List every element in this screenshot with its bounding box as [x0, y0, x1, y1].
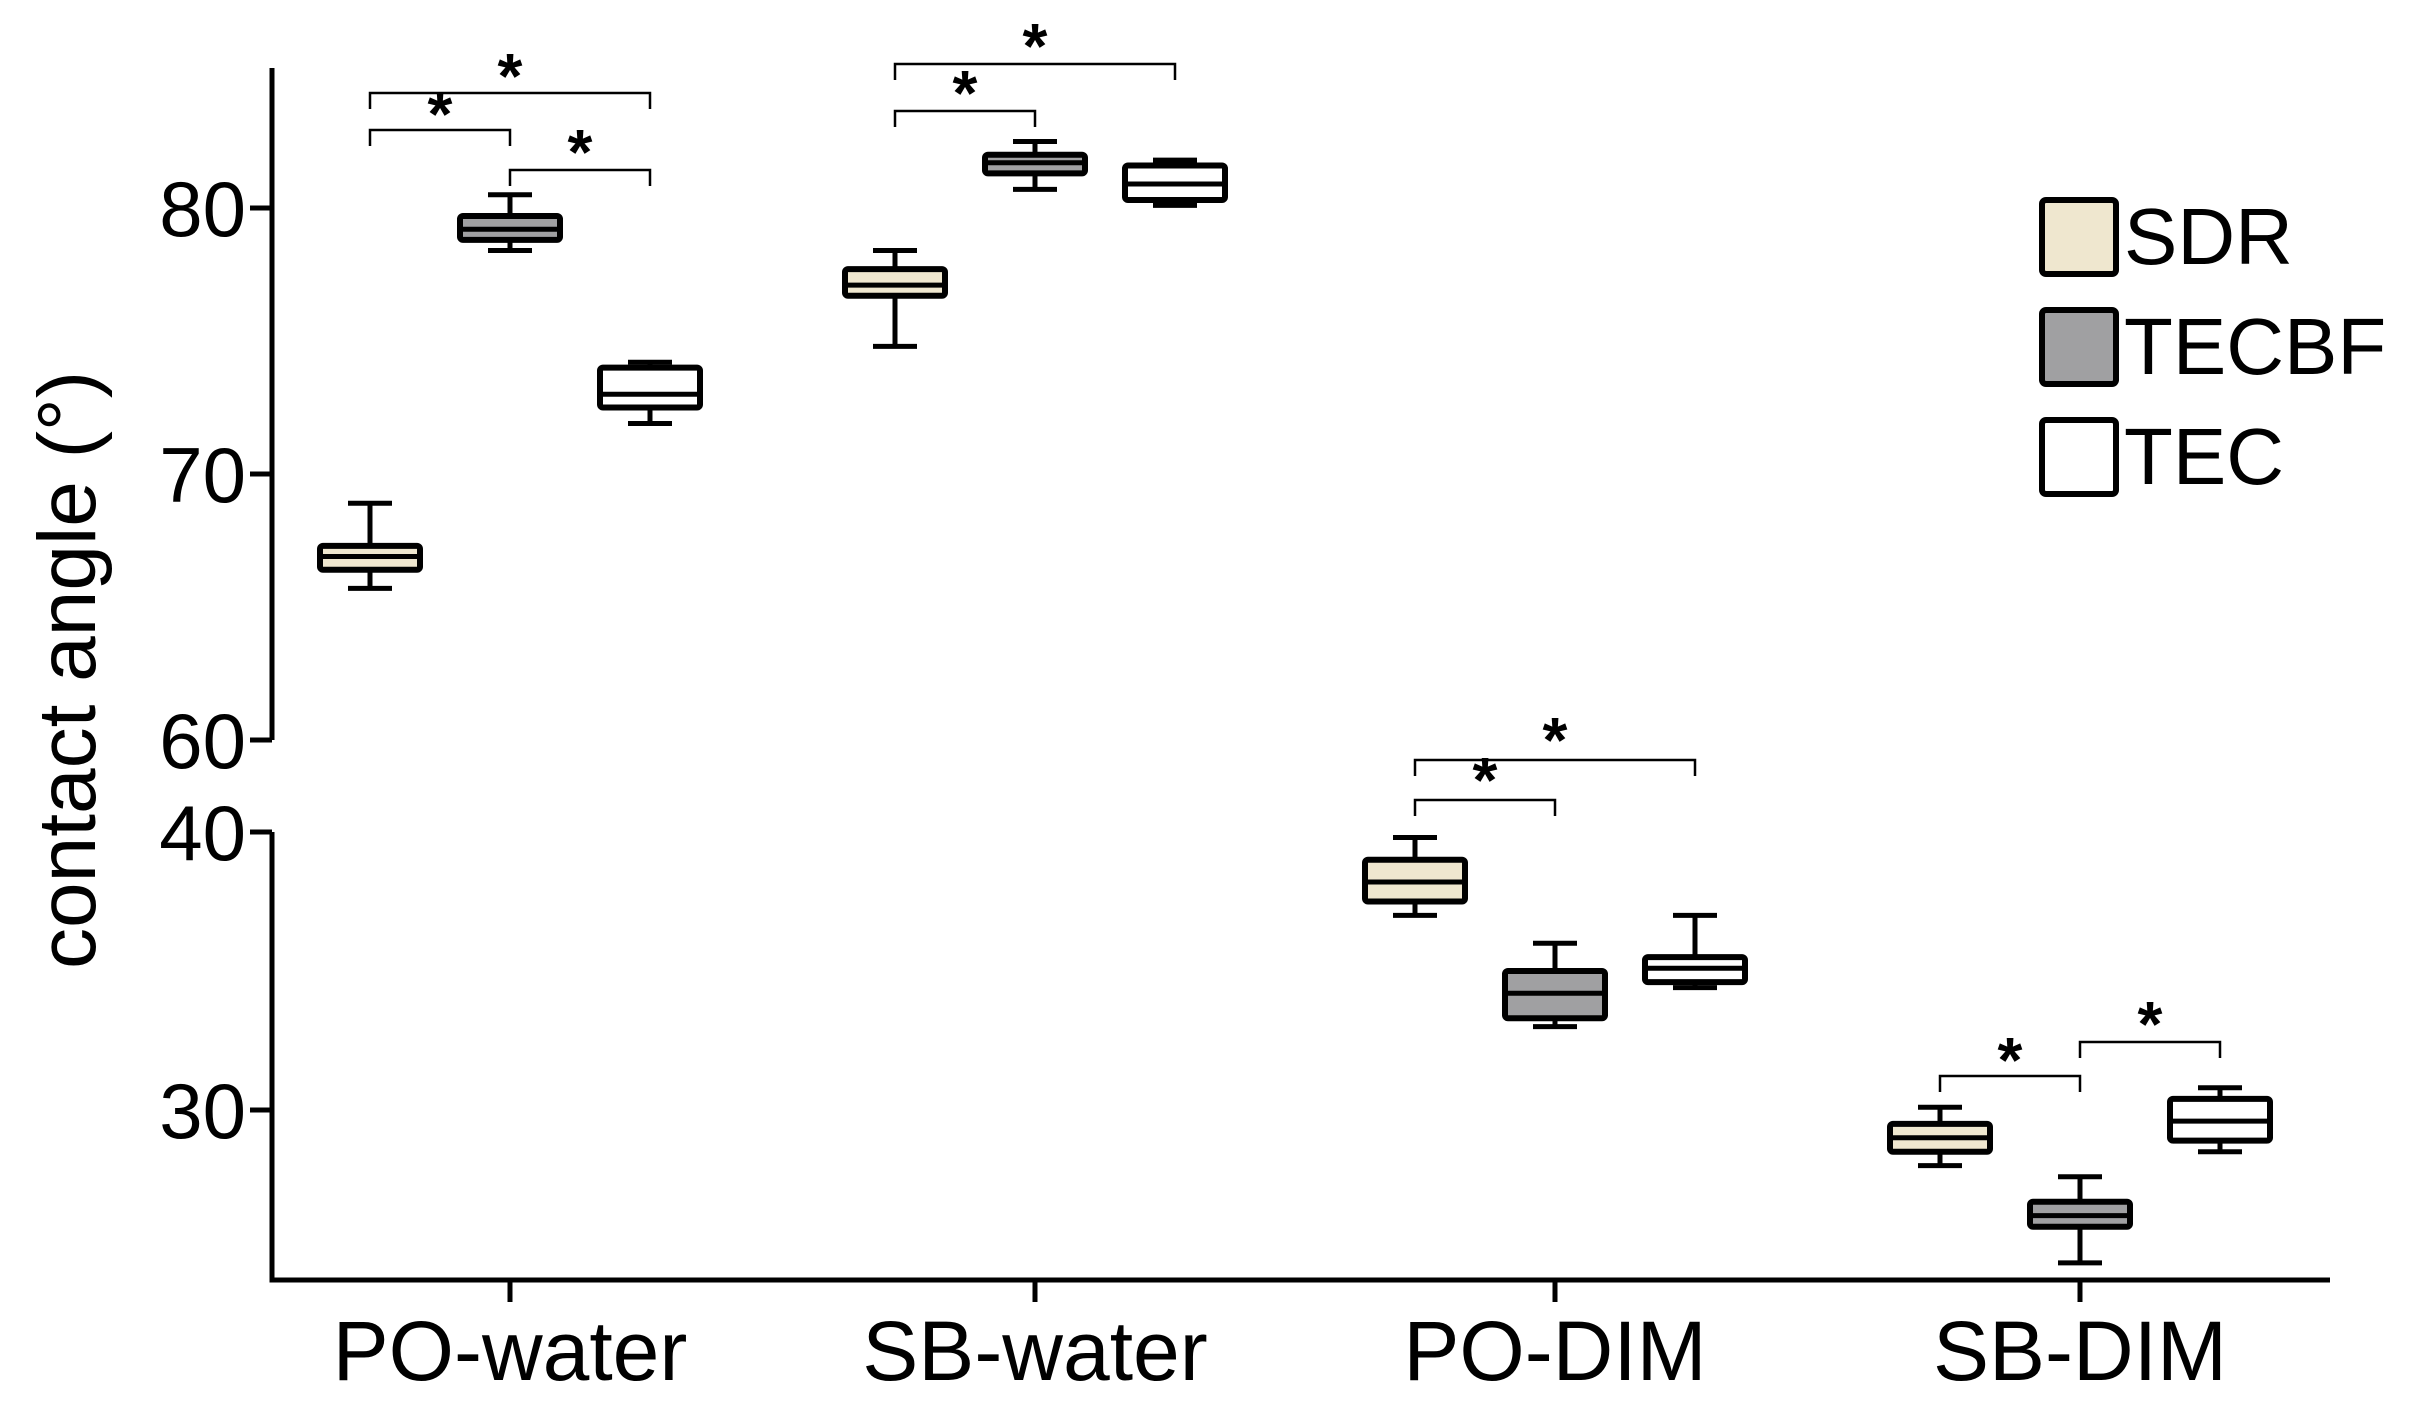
box-series [317, 139, 2273, 1266]
box-tecbf-sb-water [982, 139, 1088, 192]
x-tick-label: SB-water [862, 1304, 1207, 1398]
box-body [842, 266, 948, 299]
y-tick-label: 60 [159, 697, 246, 785]
box-tecbf-po-water [457, 192, 563, 254]
bracket-line [1413, 798, 1557, 816]
box-tecbf-sb-dim [2027, 1174, 2133, 1266]
legend-item-tecbf: TECBF [2039, 302, 2386, 391]
x-tick-label: PO-DIM [1403, 1304, 1706, 1398]
box-tec-po-dim [1642, 912, 1748, 991]
legend-label: TECBF [2124, 302, 2386, 391]
box-sdr-po-dim [1362, 835, 1468, 918]
significance-star: * [498, 40, 523, 112]
bracket-line [368, 91, 652, 109]
bracket-line [368, 128, 512, 146]
y-axis-label: contact angle (°) [22, 371, 113, 969]
y-tick-label: 30 [159, 1067, 246, 1155]
significance-bracket: * [893, 10, 1177, 82]
x-tick-label: SB-DIM [1933, 1304, 2227, 1398]
box-sdr-sb-water [842, 248, 948, 349]
legend-swatch [2039, 307, 2119, 387]
bracket-line [2078, 1040, 2222, 1058]
box-tecbf-po-dim [1502, 940, 1608, 1030]
box-tec-sb-water [1122, 157, 1228, 208]
significance-star: * [1998, 1024, 2023, 1096]
bracket-line [893, 62, 1177, 80]
significance-bracket: * [368, 78, 512, 150]
significance-bracket: * [1413, 704, 1697, 776]
box-sdr-po-water [317, 500, 423, 591]
box-tec-sb-dim [2167, 1085, 2273, 1155]
significance-star: * [428, 78, 453, 150]
significance-bracket: * [368, 40, 652, 112]
legend-swatch [2039, 417, 2119, 497]
significance-star: * [1543, 704, 1568, 776]
legend-swatch [2039, 197, 2119, 277]
box-sdr-sb-dim [1887, 1104, 1993, 1169]
legend-label: SDR [2124, 192, 2293, 281]
bracket-line [1413, 758, 1697, 776]
legend-item-sdr: SDR [2039, 192, 2293, 281]
box-body [597, 364, 703, 411]
significance-bracket: * [1938, 1024, 2082, 1096]
y-tick-label: 70 [159, 431, 246, 519]
x-tick-label: PO-water [333, 1304, 688, 1398]
significance-bracket: * [1413, 744, 1557, 816]
significance-star: * [568, 116, 593, 188]
y-tick-label: 80 [159, 165, 246, 253]
y-tick-label: 40 [159, 789, 246, 877]
bracket-line [1938, 1074, 2082, 1092]
bracket-line [508, 168, 652, 186]
legend-label: TEC [2124, 412, 2284, 501]
significance-star: * [1473, 744, 1498, 816]
significance-star: * [953, 57, 978, 129]
legend-item-tec: TEC [2039, 412, 2284, 501]
significance-bracket: * [508, 116, 652, 188]
significance-star: * [1023, 10, 1048, 82]
box-tec-po-water [597, 359, 703, 426]
significance-brackets: * * * * * * * * * [368, 10, 2222, 1096]
significance-star: * [2138, 988, 2163, 1060]
bracket-line [893, 109, 1037, 127]
significance-bracket: * [893, 57, 1037, 129]
legend: SDR TECBF TEC [2039, 192, 2386, 501]
significance-bracket: * [2078, 988, 2222, 1060]
